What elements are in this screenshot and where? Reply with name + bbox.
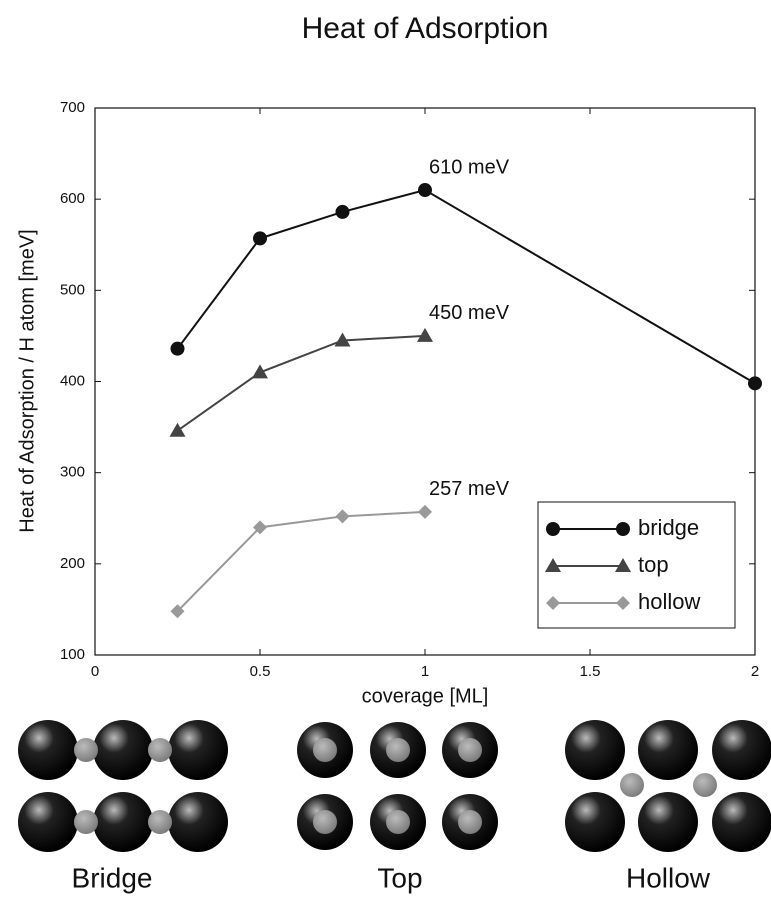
h-atom — [386, 810, 410, 834]
atom — [18, 720, 78, 780]
marker — [418, 504, 432, 519]
h-atom — [313, 810, 337, 834]
marker — [616, 596, 630, 610]
chart-title: Heat of Adsorption — [302, 12, 549, 45]
x-tick-label: 2 — [751, 663, 759, 680]
atom — [565, 720, 625, 780]
h-atom — [620, 773, 644, 797]
marker — [170, 341, 185, 356]
y-tick-label: 500 — [60, 281, 85, 298]
y-tick-label: 400 — [60, 372, 85, 389]
marker — [546, 522, 560, 536]
site-label: Bridge — [72, 862, 153, 893]
h-atom — [386, 738, 410, 762]
h-atom — [693, 773, 717, 797]
atom — [638, 792, 698, 852]
value-label: 450 meV — [429, 302, 510, 324]
y-tick-label: 200 — [60, 555, 85, 572]
marker — [417, 327, 433, 342]
marker — [335, 204, 350, 219]
x-tick-label: 0 — [91, 663, 99, 680]
atom — [168, 720, 228, 780]
x-tick-label: 1.5 — [580, 663, 601, 680]
site-label: Top — [377, 862, 422, 893]
atom — [93, 792, 153, 852]
marker — [545, 558, 561, 572]
atom — [638, 720, 698, 780]
h-atom — [74, 738, 98, 762]
illustrations: Bridge Top Hollow — [18, 720, 771, 893]
y-tick-label: 300 — [60, 464, 85, 481]
value-label: 610 meV — [429, 156, 510, 178]
y-tick-label: 700 — [60, 99, 85, 116]
marker — [169, 422, 186, 437]
x-axis-label: coverage [ML] — [362, 685, 489, 707]
marker — [253, 520, 267, 535]
marker — [748, 376, 762, 391]
atom — [565, 792, 625, 852]
atom — [712, 792, 771, 852]
h-atom — [458, 810, 482, 834]
site-label: Hollow — [626, 862, 711, 893]
legend-label: bridge — [638, 515, 699, 540]
series-line — [176, 334, 426, 432]
h-atom — [148, 738, 172, 762]
marker — [546, 596, 560, 610]
h-atom — [313, 738, 337, 762]
atom — [168, 792, 228, 852]
marker — [170, 604, 185, 619]
x-tick-label: 0.5 — [250, 663, 271, 680]
atom — [18, 792, 78, 852]
y-axis-label: Heat of Adsorption / H atom [meV] — [16, 229, 38, 532]
atom — [712, 720, 771, 780]
marker — [615, 558, 631, 572]
legend-label: top — [638, 552, 669, 577]
h-atom — [148, 810, 172, 834]
marker — [335, 509, 350, 524]
x-tick-label: 1 — [421, 663, 429, 680]
y-tick-label: 600 — [60, 190, 85, 207]
series-line — [176, 510, 426, 612]
marker — [252, 364, 268, 379]
series-line — [176, 188, 756, 385]
h-atom — [74, 810, 98, 834]
h-atom — [458, 738, 482, 762]
value-label: 257 meV — [429, 478, 510, 500]
legend-label: hollow — [638, 589, 700, 614]
y-tick-label: 100 — [60, 646, 85, 663]
marker — [253, 231, 267, 246]
atom — [93, 720, 153, 780]
marker — [334, 332, 351, 347]
marker — [616, 522, 630, 536]
marker — [418, 183, 432, 198]
